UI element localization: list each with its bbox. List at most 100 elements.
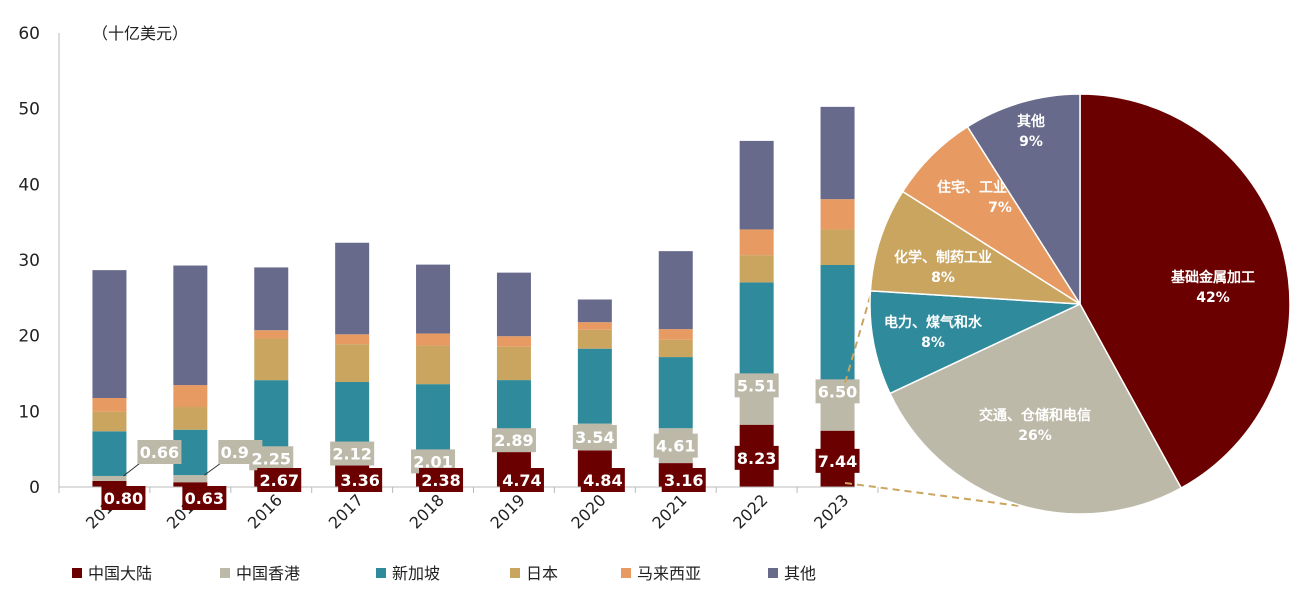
bar-segment	[820, 229, 855, 265]
bar-segment	[739, 229, 774, 256]
mainland-data-label: 0.63	[185, 489, 224, 508]
mainland-data-label: 3.16	[664, 471, 703, 490]
bar-segment	[173, 407, 208, 430]
mainland-label-box	[182, 486, 227, 510]
bar-segment	[577, 348, 612, 424]
x-tick-label: 2021	[648, 490, 690, 532]
pie-slice	[869, 190, 1081, 305]
data-labels: 0.660.800.940.632.252.672.123.362.012.38…	[101, 373, 860, 510]
mainland-data-label: 8.23	[737, 449, 776, 468]
hk-data-label: 3.54	[575, 428, 614, 447]
mainland-label-box	[101, 486, 146, 510]
legend-swatch	[72, 568, 82, 578]
bar-segment	[173, 265, 208, 386]
legend-swatch	[376, 568, 386, 578]
y-tick-label: 10	[18, 402, 40, 422]
bar-segment	[416, 384, 451, 454]
bar-segment	[496, 346, 531, 381]
bar-segment	[577, 329, 612, 349]
bar-segment	[416, 264, 451, 334]
mainland-data-label: 2.67	[260, 471, 299, 490]
hk-label-box	[137, 440, 182, 464]
pie-slice	[888, 303, 1183, 515]
pie-slice-percent: 42%	[1196, 290, 1230, 306]
bar-segment	[92, 431, 127, 476]
x-tick-label: 2016	[244, 490, 286, 532]
legend-swatch	[510, 568, 520, 578]
hk-data-label: 0.66	[140, 443, 179, 462]
mainland-label-box	[499, 468, 544, 492]
bar-segment	[254, 330, 289, 339]
x-tick-label: 2023	[810, 490, 852, 532]
pie-slice-label: 交通、仓储和电信	[979, 407, 1091, 424]
mainland-data-label: 7.44	[818, 452, 857, 471]
legend-label: 新加坡	[392, 564, 440, 583]
pie-slice-label: 基础金属加工	[1171, 269, 1255, 286]
hk-label-box	[653, 433, 698, 458]
bar-segment	[92, 270, 127, 399]
bar-segment	[658, 251, 693, 330]
hk-label-box	[815, 379, 860, 404]
mainland-label-box	[815, 448, 860, 473]
mainland-label-box	[338, 468, 383, 492]
bar-segment	[173, 482, 208, 487]
bar-segment	[658, 339, 693, 358]
bar-segment	[658, 329, 693, 340]
hk-data-label: 2.01	[413, 452, 452, 471]
pie-slice-percent: 7%	[988, 200, 1012, 216]
x-tick-label: 2022	[729, 490, 771, 532]
y-tick-label: 50	[18, 100, 40, 120]
bar-segment	[254, 380, 289, 450]
hk-data-label: 2.25	[252, 449, 291, 468]
bar-segment	[496, 380, 531, 430]
pie-slice-label: 电力、煤气和水	[884, 314, 983, 331]
bar-segment	[173, 475, 208, 483]
hk-label-box	[249, 446, 294, 471]
legend-swatch	[621, 568, 631, 578]
pie-slice	[1079, 93, 1291, 490]
pie-slice-percent: 8%	[921, 335, 945, 351]
y-tick-label: 60	[18, 24, 40, 44]
legend-swatch	[768, 568, 778, 578]
y-axis: 0 10 20 30 40 50 60	[18, 24, 60, 498]
mainland-data-label: 3.36	[340, 471, 379, 490]
mainland-data-label: 2.38	[421, 471, 460, 490]
bar-segment	[496, 336, 531, 347]
pie-slice	[966, 93, 1081, 307]
legend-label: 马来西亚	[637, 564, 701, 583]
hk-label-box	[330, 441, 375, 466]
legend-label: 其他	[784, 564, 816, 583]
bar-segment	[254, 338, 289, 381]
bar-segment	[577, 299, 612, 323]
pie-slice	[869, 290, 1081, 395]
legend-label: 日本	[526, 564, 558, 583]
hk-data-label: 2.12	[332, 445, 371, 464]
label-leader-line	[123, 461, 142, 477]
legend-label: 中国香港	[236, 564, 300, 583]
pie-slice-label: 其他	[1017, 113, 1045, 130]
legend-swatch	[220, 568, 230, 578]
y-tick-label: 20	[18, 327, 40, 347]
mainland-label-box	[257, 468, 302, 492]
mainland-data-label: 4.84	[583, 471, 622, 490]
y-tick-label: 0	[29, 478, 40, 498]
legend-label: 中国大陆	[88, 564, 152, 583]
bar-segment	[820, 106, 855, 200]
hk-data-label: 2.89	[494, 431, 533, 450]
x-tick-label: 2019	[487, 490, 529, 532]
pie-chart: 基础金属加工42%交通、仓储和电信26%电力、煤气和水8%化学、制药工业8%住宅…	[869, 93, 1291, 515]
mainland-label-box	[580, 468, 625, 492]
x-tick-label: 2017	[325, 490, 367, 532]
pie-connector-line	[844, 289, 873, 384]
bar-segment	[739, 140, 774, 230]
bar-segment	[335, 242, 370, 335]
bar-segment	[658, 357, 693, 429]
bar-segment	[820, 199, 855, 230]
bar-segment	[254, 267, 289, 331]
bar-segment	[416, 345, 451, 385]
bar-segment	[416, 333, 451, 346]
bar-segment	[335, 344, 370, 382]
bar-segment	[820, 264, 855, 382]
mainland-data-label: 4.74	[502, 471, 541, 490]
